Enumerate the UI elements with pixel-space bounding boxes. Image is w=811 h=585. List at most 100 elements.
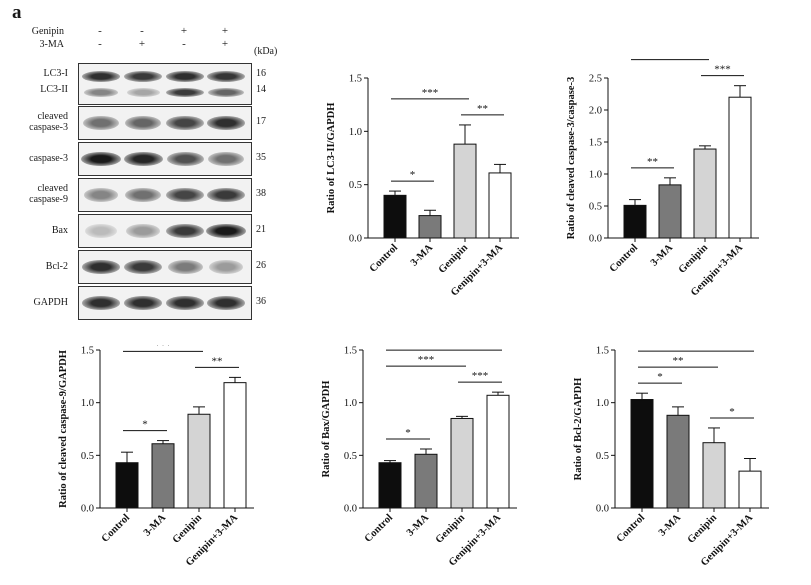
chart-bax-gapdh: 0.0 0.5 1.0 1.5 Ratio of Bax/GAPDH Control 3-M…	[321, 345, 517, 568]
protein-label: GAPDH	[33, 296, 68, 308]
bar	[738, 470, 762, 509]
blot-band	[81, 70, 121, 82]
treatment-mark: +	[138, 38, 146, 50]
blot-band	[83, 87, 119, 97]
blot-band	[166, 116, 204, 130]
y-tick-label: 1.0	[589, 170, 602, 181]
significance-label: ***	[688, 345, 705, 351]
blot-band	[124, 70, 162, 82]
protein-label: LC3-II	[40, 84, 68, 95]
blot-band	[167, 260, 203, 274]
significance-label: **	[673, 355, 684, 367]
y-tick-label: 0.0	[589, 234, 602, 245]
blot-strip	[78, 106, 252, 140]
blot-band	[166, 224, 204, 238]
significance-label: ***	[662, 55, 679, 60]
treatment-mark: -	[140, 25, 144, 37]
blot-band	[123, 296, 163, 310]
y-tick-label: 1.0	[349, 127, 362, 138]
y-tick-label: 0.0	[81, 504, 94, 515]
blot-band	[83, 116, 119, 130]
x-tick-label: Control	[363, 512, 395, 544]
y-tick-label: 0.5	[349, 180, 362, 191]
x-tick-label: Control	[368, 242, 400, 274]
treatment-mark: +	[221, 38, 229, 50]
bar	[693, 148, 717, 239]
y-tick-label: 1.5	[589, 138, 602, 149]
bar	[450, 417, 474, 509]
protein-label: Bcl-2	[45, 260, 68, 272]
bar	[728, 96, 752, 239]
significance-label: **	[477, 103, 488, 115]
x-tick-label: Control	[608, 242, 640, 274]
bar	[223, 382, 247, 509]
blot-band	[126, 224, 160, 238]
blot-band	[207, 188, 245, 202]
protein-label: Bax	[51, 224, 68, 236]
blot-band	[81, 152, 121, 166]
y-axis-label: Ratio of Bax/GAPDH	[321, 381, 332, 478]
blot-strip	[78, 250, 252, 284]
blot-band	[166, 87, 204, 97]
x-tick-label: Genipin	[686, 512, 719, 545]
blot-band	[165, 296, 205, 310]
blot-band	[126, 87, 160, 97]
blot-band	[165, 70, 205, 82]
blot-band	[209, 260, 243, 274]
blot-band	[85, 224, 117, 238]
blot-band	[125, 116, 161, 130]
chart-cleaved-caspase-3: 0.0 0.5 1.0 1.5 2.0 2.5 Ratio of cleaved caspa…	[566, 55, 759, 298]
treatment-mark: -	[182, 38, 186, 50]
blot-band	[206, 296, 246, 310]
blot-band	[123, 152, 163, 166]
significance-label: **	[647, 156, 658, 168]
treatment-label: Genipin	[31, 26, 64, 37]
y-tick-label: 1.0	[344, 398, 357, 409]
protein-label: cleaved	[37, 111, 68, 122]
significance-label: ***	[436, 345, 453, 350]
y-tick-label: 0.0	[344, 504, 357, 515]
treatment-mark: -	[98, 25, 102, 37]
significance-label: ***	[714, 64, 731, 76]
significance-label: *	[729, 406, 735, 418]
protein-label: caspase-9	[29, 194, 68, 205]
y-tick-label: 0.0	[596, 504, 609, 515]
bar	[378, 462, 402, 509]
x-tick-label: 3-MA	[405, 512, 432, 539]
significance-label: *	[657, 371, 663, 383]
significance-label: ***	[155, 345, 172, 351]
y-tick-label: 1.5	[81, 346, 94, 357]
x-tick-label: Genipin	[171, 512, 204, 545]
y-axis-label: Ratio of LC3-II/GAPDH	[326, 103, 337, 214]
blot-strip	[78, 286, 252, 320]
bar	[658, 184, 682, 239]
x-tick-label: Genipin	[677, 242, 710, 275]
y-tick-label: 1.5	[596, 346, 609, 357]
blot-strip	[78, 214, 252, 248]
treatment-mark: +	[221, 25, 229, 37]
significance-label: ***	[472, 370, 489, 382]
blot-strip	[78, 178, 252, 212]
blot-band	[166, 152, 204, 166]
x-tick-label: Control	[615, 512, 647, 544]
significance-label: *	[410, 169, 416, 181]
kda-value: 26	[256, 260, 266, 271]
blot-band	[166, 188, 204, 202]
chart-lc3-ii-gapdh: 0.0 0.5 1.0 1.5 Ratio of LC3-II/GAPDH Control…	[326, 74, 519, 298]
x-tick-label: Genipin	[434, 512, 467, 545]
treatment-mark: -	[98, 38, 102, 50]
x-tick-label: Genipin	[437, 242, 470, 275]
protein-label: LC3-I	[43, 68, 68, 79]
panel-label: a	[12, 2, 22, 23]
chart-cleaved-caspase-9: 0.0 0.5 1.0 1.5 Ratio of cleaved caspase-9/G…	[58, 345, 254, 568]
bar	[418, 215, 442, 239]
kda-value: 16	[256, 68, 266, 79]
y-axis-label: Ratio of cleaved caspase-3/caspase-3	[566, 77, 577, 239]
blot-strip	[78, 142, 252, 176]
y-tick-label: 1.5	[349, 74, 362, 85]
blot-band	[206, 224, 246, 238]
protein-label: cleaved	[37, 183, 68, 194]
bar	[414, 453, 438, 509]
bar	[623, 204, 647, 239]
y-axis-label: Ratio of Bcl-2/GAPDH	[573, 378, 584, 481]
